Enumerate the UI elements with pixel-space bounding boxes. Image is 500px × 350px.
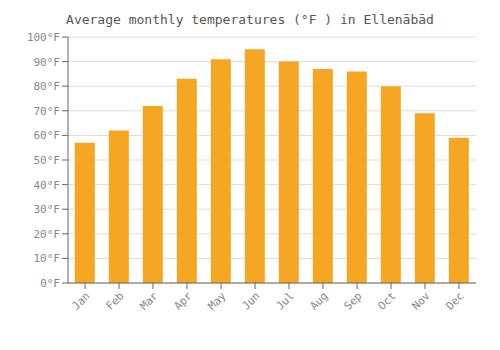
svg-text:May: May: [205, 289, 229, 313]
svg-text:Nov: Nov: [409, 289, 433, 313]
svg-text:Dec: Dec: [443, 289, 466, 312]
svg-text:10°F: 10°F: [34, 252, 61, 265]
svg-text:Jul: Jul: [273, 289, 296, 312]
svg-text:Jan: Jan: [69, 289, 92, 312]
svg-text:100°F: 100°F: [27, 31, 60, 44]
svg-text:Apr: Apr: [171, 289, 195, 313]
svg-text:80°F: 80°F: [34, 80, 61, 93]
svg-text:30°F: 30°F: [34, 203, 61, 216]
svg-text:60°F: 60°F: [34, 129, 61, 142]
svg-text:Sep: Sep: [341, 289, 364, 312]
svg-text:70°F: 70°F: [34, 105, 61, 118]
svg-text:Jun: Jun: [239, 289, 262, 312]
svg-text:0°F: 0°F: [40, 277, 60, 290]
svg-text:90°F: 90°F: [34, 56, 61, 69]
svg-text:20°F: 20°F: [34, 228, 61, 241]
svg-text:40°F: 40°F: [34, 179, 61, 192]
svg-text:Mar: Mar: [137, 289, 161, 313]
svg-text:50°F: 50°F: [34, 154, 61, 167]
svg-text:Oct: Oct: [375, 289, 398, 312]
svg-text:Feb: Feb: [103, 289, 126, 312]
html-text:Average monthly temperatures (: Average monthly temperatures (°F ) in El…: [66, 12, 434, 27]
svg-text:Aug: Aug: [307, 289, 330, 312]
